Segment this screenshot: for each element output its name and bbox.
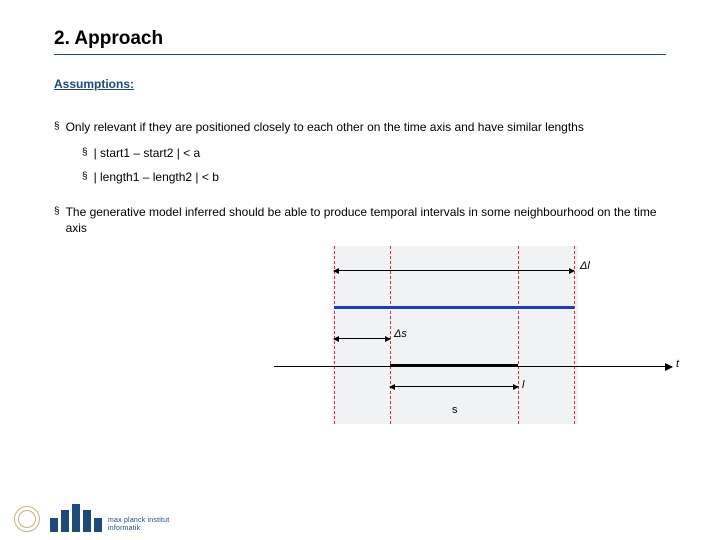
- bullet-marker: §: [82, 169, 88, 184]
- dash-line-3: [518, 246, 519, 424]
- mpi-text-line2: informatik: [108, 525, 169, 532]
- delta-s-label: Δs: [394, 328, 407, 340]
- sub-bullet-group: § | start1 – start2 | < a § | length1 – …: [82, 145, 666, 185]
- bullet-1a: § | start1 – start2 | < a: [82, 145, 666, 161]
- diagram-background: [332, 246, 578, 424]
- bullet-1: § Only relevant if they are positioned c…: [54, 119, 666, 135]
- logo-bar: [72, 504, 80, 532]
- interval-diagram: Δl Δs t l s: [274, 246, 684, 426]
- l-label: l: [522, 379, 524, 391]
- bullet-2-text: The generative model inferred should be …: [66, 204, 666, 236]
- mpi-logo-bars: [50, 504, 102, 532]
- mpg-seal-icon: [14, 506, 40, 532]
- bullet-1-text: Only relevant if they are positioned clo…: [66, 119, 584, 135]
- bullet-1b-text: | length1 – length2 | < b: [94, 169, 219, 185]
- bullet-marker: §: [54, 119, 60, 134]
- bullet-1b: § | length1 – length2 | < b: [82, 169, 666, 185]
- logo-bar: [83, 510, 91, 532]
- time-axis: [274, 366, 672, 367]
- bullet-1a-text: | start1 – start2 | < a: [94, 145, 201, 161]
- bullet-marker: §: [82, 145, 88, 160]
- assumptions-subheading: Assumptions:: [54, 77, 666, 91]
- logo-bar: [94, 518, 102, 532]
- l-arrow: [390, 386, 518, 387]
- logo-bar: [50, 518, 58, 532]
- delta-l-label: Δl: [580, 260, 590, 272]
- bullet-marker: §: [54, 204, 60, 219]
- slide-title: 2. Approach: [54, 28, 666, 50]
- title-underline: [54, 54, 666, 55]
- bullet-2: § The generative model inferred should b…: [54, 204, 666, 236]
- slide: 2. Approach Assumptions: § Only relevant…: [0, 0, 720, 540]
- footer: max planck institut informatik: [14, 504, 169, 532]
- mpi-text-line1: max planck institut: [108, 517, 169, 524]
- delta-s-arrow: [334, 338, 390, 339]
- mpi-logo: max planck institut informatik: [50, 504, 169, 532]
- time-axis-label: t: [676, 358, 679, 370]
- dash-line-2: [390, 246, 391, 424]
- logo-bar: [61, 510, 69, 532]
- s-label: s: [452, 404, 458, 416]
- delta-l-arrow: [334, 270, 574, 271]
- mpi-logo-text: max planck institut informatik: [108, 517, 169, 532]
- blue-interval-bar: [334, 306, 574, 309]
